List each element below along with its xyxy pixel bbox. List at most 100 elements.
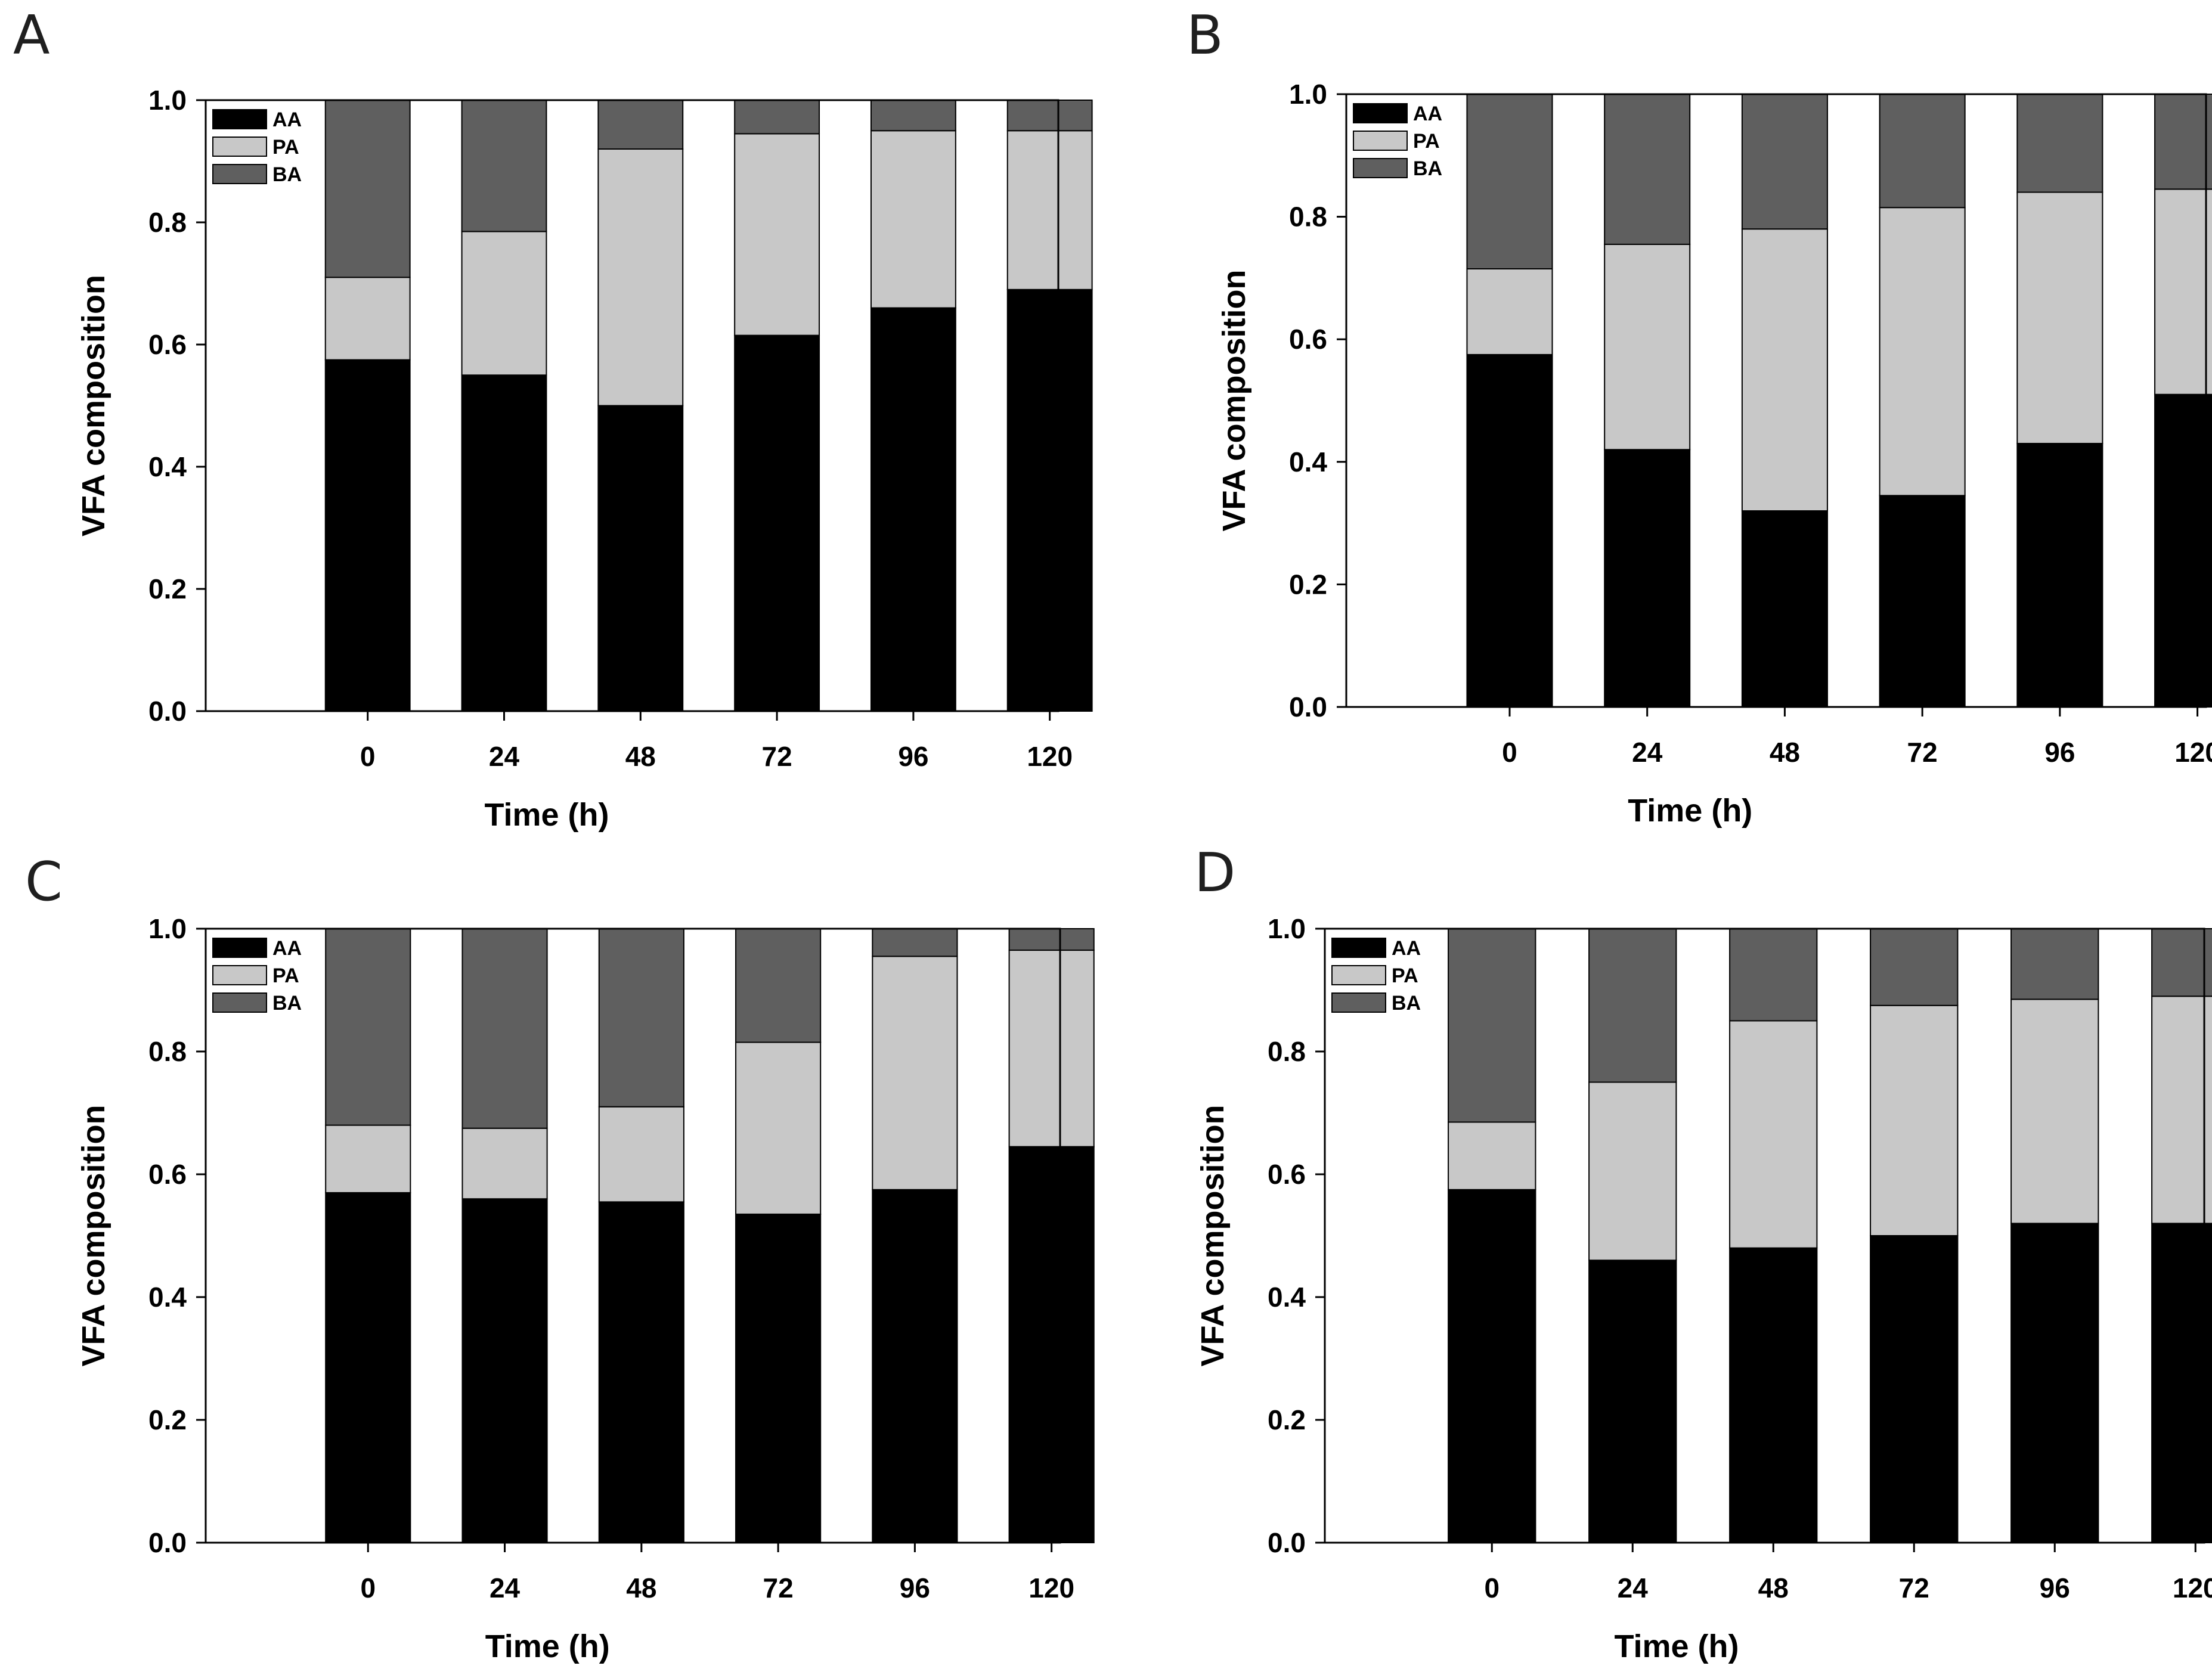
legend: AA PA BA: [212, 108, 302, 186]
bar-pa-96: [2010, 998, 2099, 1224]
panel-letter: D: [1194, 842, 1235, 904]
y-tick-label: 0.2: [148, 1404, 187, 1435]
legend: AA PA BA: [1353, 103, 1442, 180]
x-tick-label: 0: [1484, 1572, 1500, 1603]
panel-letter: B: [1186, 4, 1223, 67]
bar-pa-96: [2016, 191, 2103, 444]
y-tick-label: 0.0: [1289, 691, 1327, 722]
legend-label-aa: AA: [1413, 103, 1442, 125]
x-axis-title: Time (h): [484, 797, 609, 833]
x-tick-label: 48: [625, 741, 656, 772]
y-axis-title: VFA composition: [1195, 1105, 1231, 1366]
bar-aa-96: [2016, 442, 2103, 708]
bar-aa-48: [1729, 1247, 1818, 1544]
x-tick-label: 96: [900, 1572, 930, 1603]
y-tick-label: 1.0: [1289, 79, 1327, 110]
legend-label-pa: PA: [272, 136, 299, 159]
x-tick-label: 48: [1770, 737, 1800, 768]
legend-swatch-aa: [212, 938, 267, 958]
bar-pa-72: [1870, 1004, 1959, 1236]
bar-ba-48: [1741, 94, 1828, 230]
bar-aa-0: [325, 1192, 411, 1543]
bar-aa-120: [1008, 1146, 1095, 1543]
y-tick-label: 0.8: [148, 1036, 187, 1067]
y-tick-label: 0.6: [1289, 324, 1327, 355]
bar-ba-48: [1729, 928, 1818, 1022]
legend-label-aa: AA: [1392, 937, 1421, 960]
bar-ba-72: [735, 928, 822, 1043]
legend-label-ba: BA: [272, 163, 302, 186]
legend-swatch-ba: [1353, 158, 1408, 178]
legend-swatch-aa: [1353, 103, 1408, 123]
x-tick-label: 48: [1758, 1572, 1789, 1603]
x-tick-label: 120: [2174, 737, 2212, 768]
bar-pa-48: [597, 148, 684, 407]
x-tick-label: 24: [1632, 737, 1663, 768]
plot-frame: [205, 928, 1061, 1544]
x-tick-label: 72: [763, 1572, 794, 1603]
bar-ba-120: [2154, 94, 2212, 190]
y-tick-label: 1.0: [1268, 913, 1306, 944]
y-tick-label: 0.6: [1268, 1159, 1306, 1190]
legend-label-ba: BA: [272, 992, 302, 1015]
bar-ba-0: [324, 100, 411, 278]
y-tick-label: 0.4: [148, 451, 187, 482]
bar-ba-24: [461, 100, 547, 232]
legend: AA PA BA: [1331, 937, 1421, 1015]
legend-swatch-aa: [212, 109, 267, 129]
legend: AA PA BA: [212, 937, 302, 1015]
legend-label-pa: PA: [1413, 130, 1440, 153]
legend-label-ba: BA: [1392, 992, 1421, 1015]
legend-swatch-pa: [1331, 965, 1386, 985]
bar-aa-48: [598, 1201, 684, 1543]
bar-ba-0: [1466, 94, 1553, 269]
legend-swatch-ba: [212, 992, 267, 1013]
x-tick-label: 24: [489, 741, 520, 772]
bar-aa-120: [1006, 289, 1093, 712]
legend-label-aa: AA: [272, 108, 302, 131]
legend-swatch-pa: [212, 137, 267, 157]
y-tick-label: 0.4: [148, 1282, 187, 1313]
x-tick-label: 72: [1899, 1572, 1929, 1603]
y-tick-label: 0.2: [1268, 1404, 1306, 1435]
bar-pa-120: [2151, 995, 2212, 1224]
panel-c: C 0.0 0.2 0.4 0.6 0.8 1.0 0 24 48 72 96 120 Time (h) V…: [25, 851, 1095, 1664]
bar-ba-72: [1870, 928, 1959, 1006]
bar-aa-120: [2151, 1223, 2212, 1543]
bar-pa-72: [734, 133, 820, 336]
bar-ba-0: [1448, 928, 1536, 1123]
x-tick-label: 96: [898, 741, 928, 772]
y-tick-label: 0.4: [1289, 446, 1327, 477]
bar-ba-24: [461, 928, 548, 1129]
bar-aa-48: [597, 405, 684, 712]
bar-pa-48: [598, 1106, 684, 1203]
x-tick-label: 0: [360, 1572, 376, 1603]
bar-ba-120: [2151, 928, 2212, 997]
y-tick-label: 0.6: [148, 1159, 187, 1190]
legend-swatch-pa: [212, 965, 267, 985]
legend-swatch-aa: [1331, 938, 1386, 958]
bar-ba-96: [872, 928, 958, 957]
bar-pa-24: [461, 1127, 548, 1200]
x-tick-label: 120: [1028, 1572, 1074, 1603]
bar-aa-120: [2154, 393, 2212, 708]
bar-pa-0: [325, 1124, 411, 1193]
y-tick-label: 0.6: [148, 329, 187, 360]
bar-ba-0: [325, 928, 411, 1126]
y-tick-label: 0.8: [1268, 1036, 1306, 1067]
bar-aa-96: [870, 307, 956, 712]
x-tick-label: 96: [2040, 1572, 2070, 1603]
bar-ba-48: [597, 100, 684, 150]
y-tick-label: 0.0: [148, 696, 187, 727]
x-tick-label: 0: [360, 741, 376, 772]
bar-pa-48: [1741, 228, 1828, 512]
x-tick-label: 72: [1907, 737, 1938, 768]
y-tick-label: 0.8: [1289, 201, 1327, 232]
bar-pa-0: [324, 277, 411, 361]
legend-swatch-ba: [212, 164, 267, 184]
bar-pa-96: [872, 956, 958, 1190]
bar-aa-0: [1466, 353, 1553, 708]
bar-pa-24: [1604, 243, 1691, 451]
bar-pa-96: [870, 130, 956, 309]
